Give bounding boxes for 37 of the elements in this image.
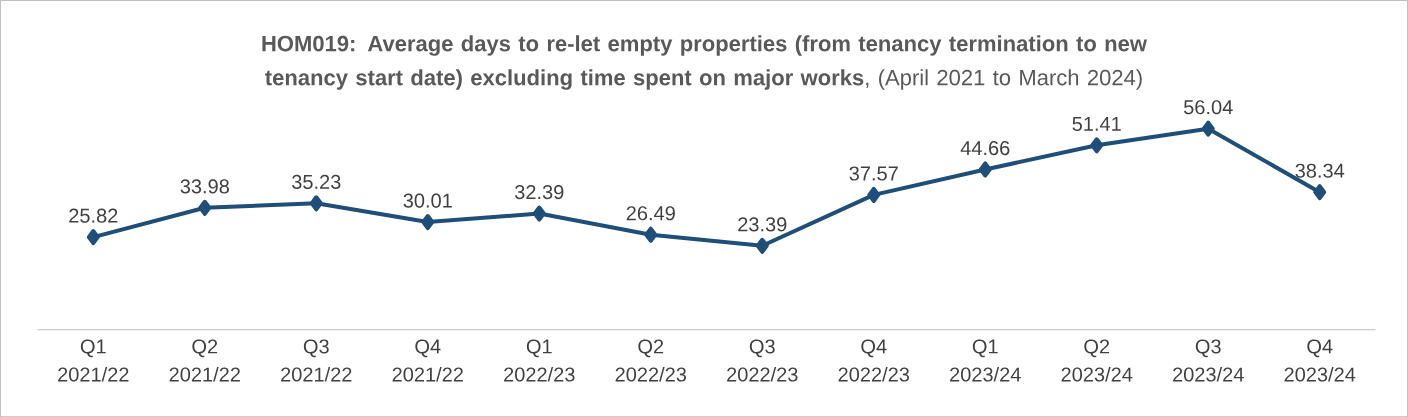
x-tick-label: Q3 2021/22 xyxy=(281,339,352,382)
point xyxy=(755,237,769,254)
data-label: 26.49 xyxy=(626,206,675,221)
point xyxy=(86,228,100,245)
chart-title: HOM019: Average days to re-let empty properties (from tenancy termination to new tenancy start date) excluding time spent on major works, (April 2021 to March 2024) xyxy=(262,35,1148,90)
x-tick-label: Q4 2022/23 xyxy=(838,339,910,382)
point xyxy=(644,226,658,243)
data-label: 33.98 xyxy=(180,179,229,194)
point xyxy=(1201,120,1215,137)
point xyxy=(1313,184,1327,201)
x-tick-label: Q2 2022/23 xyxy=(615,339,687,382)
point xyxy=(532,205,546,222)
data-label: 51.41 xyxy=(1072,116,1121,131)
x-tick-label: Q1 2023/24 xyxy=(950,339,1021,382)
data-label: 56.04 xyxy=(1183,100,1233,115)
x-tick-label: Q4 2021/22 xyxy=(392,339,463,382)
x-tick-label: Q3 2023/24 xyxy=(1173,339,1244,382)
x-tick-label: Q1 2022/23 xyxy=(504,339,575,382)
data-label: 35.23 xyxy=(292,174,341,189)
point xyxy=(421,213,435,230)
data-label: 32.39 xyxy=(515,184,564,200)
point xyxy=(309,195,323,212)
point xyxy=(198,199,212,216)
data-label: 38.34 xyxy=(1295,163,1345,178)
data-label: 37.57 xyxy=(849,166,898,181)
x-tick-label: Q4 2023/24 xyxy=(1284,339,1356,382)
x-tick-label: Q1 2021/22 xyxy=(58,339,129,382)
data-label: 30.01 xyxy=(403,193,452,208)
data-label: 44.66 xyxy=(960,140,1010,155)
data-label: 25.82 xyxy=(69,208,118,223)
point xyxy=(978,161,992,178)
x-tick-label: Q2 2023/24 xyxy=(1061,339,1133,382)
x-tick-label: Q2 2021/22 xyxy=(169,339,240,382)
data-label: 23.39 xyxy=(738,217,787,232)
point xyxy=(1090,137,1104,154)
x-tick-label: Q3 2022/23 xyxy=(727,339,798,382)
point xyxy=(867,186,881,203)
